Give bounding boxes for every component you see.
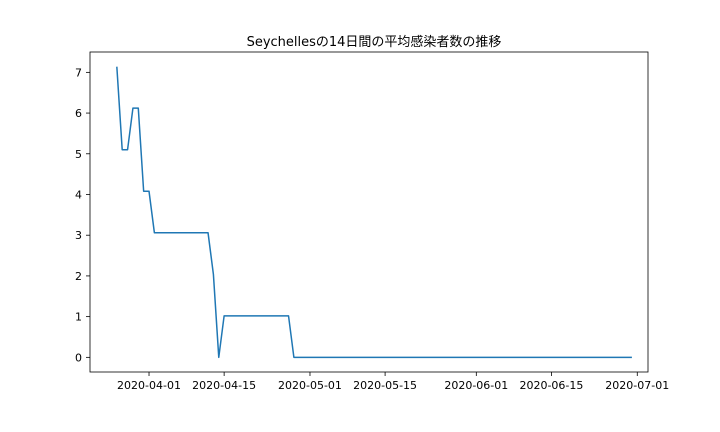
- series-line: [116, 66, 632, 359]
- x-tick-label: 2020-07-01: [605, 379, 669, 392]
- y-tick-label: 6: [75, 107, 82, 120]
- y-tick-label: 3: [75, 229, 82, 242]
- y-tick-label: 4: [75, 188, 82, 201]
- x-tick-label: 2020-06-01: [444, 379, 508, 392]
- x-tick-label: 2020-04-01: [117, 379, 181, 392]
- x-tick-label: 2020-04-15: [192, 379, 256, 392]
- y-tick-label: 2: [75, 270, 82, 283]
- y-tick-label: 7: [75, 66, 82, 79]
- x-tick-label: 2020-06-15: [519, 379, 583, 392]
- y-tick-label: 0: [75, 351, 82, 364]
- x-tick-label: 2020-05-01: [278, 379, 342, 392]
- chart-title: Seychellesの14日間の平均感染者数の推移: [247, 34, 502, 50]
- plot-frame: [89, 51, 649, 373]
- x-tick-label: 2020-05-15: [353, 379, 417, 392]
- y-tick-label: 1: [75, 311, 82, 324]
- y-tick-label: 5: [75, 148, 82, 161]
